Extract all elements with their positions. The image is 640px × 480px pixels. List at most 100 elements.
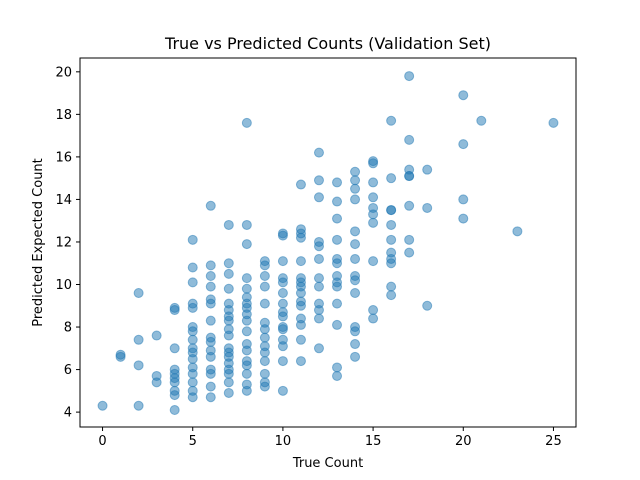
scatter-point [205,200,216,211]
scatter-point [458,139,469,150]
scatter-point [350,175,361,186]
scatter-point [205,298,216,309]
scatter-point [386,205,397,216]
scatter-point [187,377,198,388]
scatter-point [223,219,234,230]
scatter-point [313,305,324,316]
scatter-point [386,281,397,292]
scatter-point [259,260,270,271]
scatter-point [295,334,306,345]
scatter-point [295,288,306,299]
scatter-point [115,349,126,360]
scatter-point [277,356,288,367]
y-tick-label: 18 [55,108,72,123]
scatter-point [241,326,252,337]
scatter-point [277,256,288,267]
scatter-point [313,253,324,264]
scatter-point [259,356,270,367]
scatter-point [277,230,288,241]
scatter-point [241,368,252,379]
x-axis-label: True Count [292,456,363,471]
scatter-point [241,360,252,371]
scatter-point [404,234,415,245]
scatter-point [205,381,216,392]
scatter-point [241,345,252,356]
scatter-point [187,234,198,245]
scatter-point [295,356,306,367]
scatter-point [205,392,216,403]
scatter-point [277,341,288,352]
scatter-point [277,298,288,309]
scatter-points [97,71,559,415]
scatter-point [350,288,361,299]
scatter-point [368,305,379,316]
scatter-point [223,315,234,326]
scatter-point [187,368,198,379]
scatter-point [169,404,180,415]
scatter-point [151,377,162,388]
scatter-point [386,115,397,126]
x-tick-label: 10 [275,434,292,449]
scatter-point [259,381,270,392]
scatter-point [295,256,306,267]
scatter-point [350,275,361,286]
scatter-point [386,290,397,301]
scatter-point [350,351,361,362]
scatter-point [223,368,234,379]
scatter-point [187,277,198,288]
scatter-point [350,183,361,194]
scatter-point [332,234,343,245]
scatter-point [350,226,361,237]
scatter-point [422,202,433,213]
scatter-point [368,177,379,188]
y-tick-label: 14 [55,193,72,208]
scatter-point [548,117,559,128]
plot-frame [79,57,577,428]
scatter-point [313,147,324,158]
scatter-point [277,324,288,335]
scatter-point [368,192,379,203]
scatter-point [187,392,198,403]
scatter-point [313,281,324,292]
scatter-point [187,262,198,273]
scatter-point [241,273,252,284]
scatter-point [259,347,270,358]
scatter-point [332,281,343,292]
scatter-point [241,117,252,128]
scatter-point [313,273,324,284]
scatter-point [350,194,361,205]
scatter-point [332,177,343,188]
y-axis-label: Predicted Expected Count [31,158,46,327]
scatter-point [259,271,270,281]
scatter-point [259,324,270,335]
scatter-point [295,300,306,311]
scatter-point [169,305,180,316]
scatter-point [386,173,397,184]
scatter-point [223,330,234,341]
scatter-point [313,175,324,186]
scatter-point [313,192,324,203]
scatter-point [277,311,288,322]
scatter-point [332,362,343,373]
scatter-point [476,115,487,126]
scatter-point [458,194,469,205]
scatter-point [169,343,180,354]
scatter-point [404,134,415,145]
scatter-point [332,196,343,207]
scatter-point [205,281,216,292]
x-tick-label: 0 [98,434,106,449]
scatter-point [368,256,379,267]
scatter-point [368,158,379,169]
x-axis-ticks: 0 5 10 15 20 25 [98,427,562,449]
scatter-point [313,241,324,252]
scatter-point [458,90,469,101]
scatter-point [512,226,523,237]
scatter-point [350,239,361,250]
scatter-point [386,258,397,269]
scatter-point [368,217,379,228]
x-tick-label: 15 [365,434,382,449]
scatter-point [332,213,343,224]
scatter-point [241,239,252,250]
scatter-point [259,298,270,309]
